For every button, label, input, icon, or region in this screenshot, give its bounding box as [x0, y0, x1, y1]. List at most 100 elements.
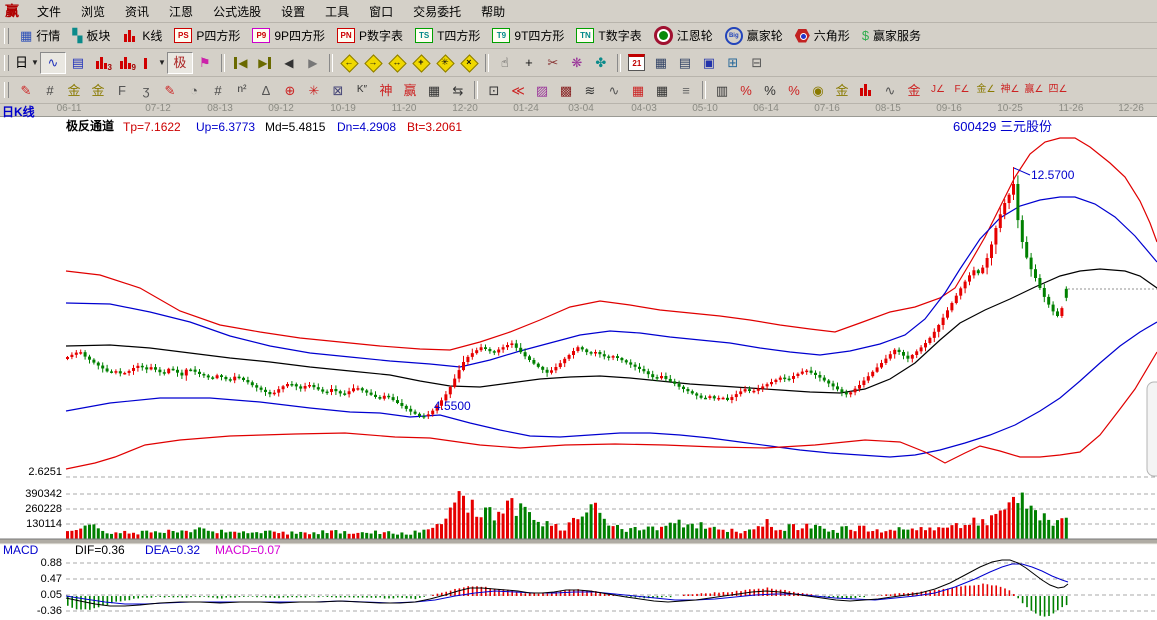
pencil-icon[interactable]: ✎: [20, 82, 32, 98]
chart-area[interactable]: 极反通道 Tp=7.1622 Up=6.3773 Md=5.4815 Dn=4.…: [0, 116, 1157, 620]
target-icon[interactable]: ⊕: [284, 82, 296, 98]
grid-red-icon[interactable]: ▦: [631, 82, 645, 98]
nav-last-icon[interactable]: ▶: [253, 53, 277, 73]
fan-lines-icon[interactable]: ≪: [511, 82, 525, 98]
gold-grid-1-icon[interactable]: 金: [67, 82, 81, 98]
save-icon[interactable]: ▣: [702, 55, 715, 70]
menu-item-2[interactable]: 浏览: [81, 4, 106, 19]
shen-angle-icon[interactable]: 神∠: [1000, 84, 1020, 95]
k-quote-icon[interactable]: K″: [356, 84, 368, 95]
p-table-button[interactable]: PN P数字表: [331, 25, 409, 46]
gold-angle-icon[interactable]: 金∠: [976, 84, 996, 95]
nav-next-icon[interactable]: ▶: [308, 55, 318, 70]
diamond-compress-icon[interactable]: ×: [457, 53, 481, 73]
grid-hash-icon[interactable]: #: [46, 82, 54, 98]
starburst-icon[interactable]: ✳: [308, 82, 320, 98]
market-quotes-button[interactable]: ▦ 行情: [14, 25, 66, 46]
shen-grid-icon[interactable]: 神: [379, 82, 393, 98]
pencil-lines-icon[interactable]: ≋: [584, 82, 596, 98]
gold-lines-icon[interactable]: 金: [835, 82, 849, 98]
spiral-icon[interactable]: ʒ: [142, 82, 150, 98]
bar-scale-icon[interactable]: ▥: [715, 82, 729, 98]
menu-item-1[interactable]: 文件: [37, 4, 62, 19]
wave-chart-toggle[interactable]: ∿: [39, 51, 66, 74]
toolbar-grip[interactable]: [4, 54, 9, 71]
grid-dark-icon[interactable]: ▦: [655, 82, 669, 98]
gold-red-icon[interactable]: 金: [907, 82, 921, 98]
info-document-icon[interactable]: ▤: [71, 55, 85, 70]
n-square-icon[interactable]: n²: [237, 84, 247, 95]
j-angle-icon[interactable]: J∠: [931, 84, 945, 95]
menu-item-9[interactable]: 交易委托: [413, 4, 462, 19]
ying-angle-icon[interactable]: 赢∠: [1024, 84, 1044, 95]
wave-a-icon[interactable]: ∿: [884, 82, 896, 98]
erase-cut-icon[interactable]: ✂: [547, 55, 559, 70]
period-day-selector[interactable]: 日 ▼: [15, 55, 39, 70]
hexagon-button[interactable]: 六角形: [789, 25, 856, 46]
chart-svg[interactable]: [0, 117, 1157, 620]
gold-grid-2-icon[interactable]: 金: [91, 82, 105, 98]
ying-grid-icon[interactable]: 赢: [403, 82, 417, 98]
menu-item-3[interactable]: 资讯: [125, 4, 150, 19]
menu-item-10[interactable]: 帮助: [481, 4, 506, 19]
diamond-expand-icon[interactable]: ↔: [385, 53, 409, 73]
ruler-123-icon[interactable]: ▦: [427, 82, 441, 98]
menu-item-7[interactable]: 工具: [325, 4, 350, 19]
hash-2-icon[interactable]: #: [214, 82, 222, 98]
toolbar-grip[interactable]: [4, 82, 9, 98]
f-grid-icon[interactable]: F: [118, 82, 126, 98]
web-box-icon[interactable]: ⊠: [332, 82, 344, 98]
slashes-icon[interactable]: ≡: [682, 82, 690, 98]
winner-wheel-button[interactable]: Big 赢家轮: [719, 25, 789, 47]
share-icon[interactable]: ⊞: [727, 55, 739, 70]
p-square-button[interactable]: PS P四方形: [168, 25, 246, 46]
percent-line-icon[interactable]: %: [740, 82, 752, 98]
print-icon[interactable]: ⊟: [751, 55, 763, 70]
nav-prev-icon[interactable]: ◀: [284, 55, 294, 70]
knot-tool-icon[interactable]: ✤: [595, 55, 607, 70]
jifan-channel-toggle[interactable]: 极: [166, 51, 193, 74]
sectors-button[interactable]: ▚ 板块: [66, 25, 116, 46]
kline-button[interactable]: K线: [116, 25, 168, 46]
crosshair-icon[interactable]: +: [525, 55, 533, 70]
fan-box-icon[interactable]: ▨: [535, 82, 549, 98]
diamond-left-icon[interactable]: ←: [337, 53, 361, 73]
gold-circle-icon[interactable]: ◉: [812, 82, 824, 98]
arrows-lr-icon[interactable]: ⇆: [452, 82, 464, 98]
nav-first-icon[interactable]: ◀: [229, 53, 253, 73]
menu-item-6[interactable]: 设置: [281, 4, 306, 19]
gann-tool-icon[interactable]: ❋: [571, 55, 583, 70]
9p-square-button[interactable]: P9 9P四方形: [246, 25, 331, 46]
9t-square-button[interactable]: T9 9T四方形: [486, 25, 570, 46]
wave-v-icon[interactable]: ∿: [608, 82, 620, 98]
percent-icon[interactable]: %: [764, 82, 776, 98]
percent-bars-icon[interactable]: %: [788, 82, 800, 98]
gann-wheel-button[interactable]: 江恩轮: [648, 24, 719, 47]
time-circle-icon[interactable]: ◔: [190, 82, 198, 98]
notes-icon[interactable]: ▤: [678, 55, 691, 70]
web-box-2-icon[interactable]: ▩: [559, 82, 573, 98]
menu-item-8[interactable]: 窗口: [369, 4, 394, 19]
diamond-plus-icon[interactable]: +: [409, 53, 433, 73]
toolbar-grip[interactable]: [4, 27, 9, 44]
menu-item-5[interactable]: 公式选股: [213, 4, 262, 19]
angle-a-icon[interactable]: ∆: [262, 82, 270, 98]
candle-3-view[interactable]: 3: [90, 53, 114, 73]
diamond-right-icon[interactable]: →: [361, 53, 385, 73]
calculator-icon[interactable]: ▦: [654, 55, 667, 70]
t-table-button[interactable]: TN T数字表: [570, 25, 647, 46]
candle-pen-icon[interactable]: [854, 80, 878, 100]
flag-marker-icon[interactable]: ⚑: [199, 55, 211, 70]
candle-9-view[interactable]: 9: [114, 53, 138, 73]
si-angle-icon[interactable]: 四∠: [1048, 84, 1068, 95]
hand-drag-icon[interactable]: ☝: [500, 55, 509, 70]
calendar-icon[interactable]: 21: [625, 53, 649, 73]
winner-service-button[interactable]: $ 赢家服务: [856, 25, 927, 46]
diamond-star-icon[interactable]: ✳: [433, 53, 457, 73]
candle-style-dropdown[interactable]: ▼: [138, 53, 167, 73]
pencil-angle-icon[interactable]: ✎: [164, 82, 176, 98]
grid-pen-icon[interactable]: ⊡: [488, 82, 500, 98]
f-angle-icon[interactable]: F∠: [954, 84, 970, 95]
t-square-button[interactable]: TS T四方形: [409, 25, 486, 46]
menu-item-4[interactable]: 江恩: [169, 4, 194, 19]
